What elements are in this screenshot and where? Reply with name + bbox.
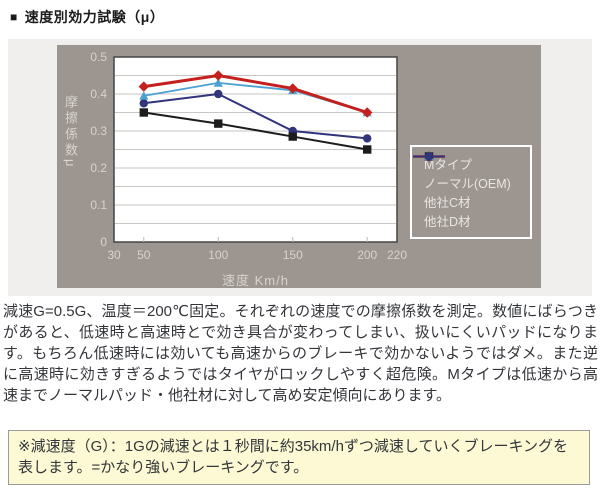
legend-item-normal-oem: ノーマル(OEM) — [413, 152, 526, 192]
chart-image-background: 0 0.1 0.2 0.3 0.4 0.5 30 50 100 150 200 220 摩擦係数μ 速… — [8, 39, 592, 296]
bullet-square-icon: ■ — [10, 10, 18, 24]
svg-text:50: 50 — [137, 248, 151, 262]
svg-text:0.4: 0.4 — [90, 87, 107, 101]
svg-text:30: 30 — [107, 248, 121, 262]
deceleration-note-box: ※減速度（G）：1Gの減速とは１秒間に約35km/hずつ減速していくブレーキング… — [8, 430, 590, 485]
chart-legend: Mタイプ ノーマル(OEM) 他社C材 他社D材 — [410, 145, 532, 239]
legend-item-company-d: 他社D材 — [413, 152, 526, 230]
legend-label: 他社C材 — [424, 196, 471, 210]
page-title: ■ 速度別効力試験（μ） — [10, 7, 164, 27]
test-description-text: 減速G=0.5G、温度＝200℃固定。それぞれの速度での摩擦係数を測定。数値にば… — [3, 303, 598, 404]
line-circle-marker-icon — [413, 152, 445, 161]
svg-text:200: 200 — [357, 248, 377, 262]
x-axis-title: 速度 Km/h — [222, 273, 289, 288]
efficacy-line-chart: 0 0.1 0.2 0.3 0.4 0.5 30 50 100 150 200 220 — [90, 50, 407, 262]
legend-label: ノーマル(OEM) — [424, 177, 511, 191]
svg-text:0: 0 — [100, 235, 107, 249]
svg-text:0.3: 0.3 — [90, 124, 107, 138]
svg-text:0.5: 0.5 — [90, 50, 107, 64]
svg-text:150: 150 — [283, 248, 303, 262]
legend-item-company-c: 他社C材 — [413, 151, 526, 211]
legend-label: 他社D材 — [424, 215, 471, 229]
legend-label: Mタイプ — [424, 158, 472, 172]
page-title-text: 速度別効力試験（μ） — [24, 9, 165, 25]
svg-text:220: 220 — [387, 248, 407, 262]
svg-text:100: 100 — [208, 248, 228, 262]
y-axis-title: 摩擦係数μ — [63, 95, 78, 170]
svg-text:0.1: 0.1 — [90, 198, 107, 212]
chart-panel: 0 0.1 0.2 0.3 0.4 0.5 30 50 100 150 200 220 摩擦係数μ 速… — [57, 45, 541, 288]
svg-text:0.2: 0.2 — [90, 161, 107, 175]
